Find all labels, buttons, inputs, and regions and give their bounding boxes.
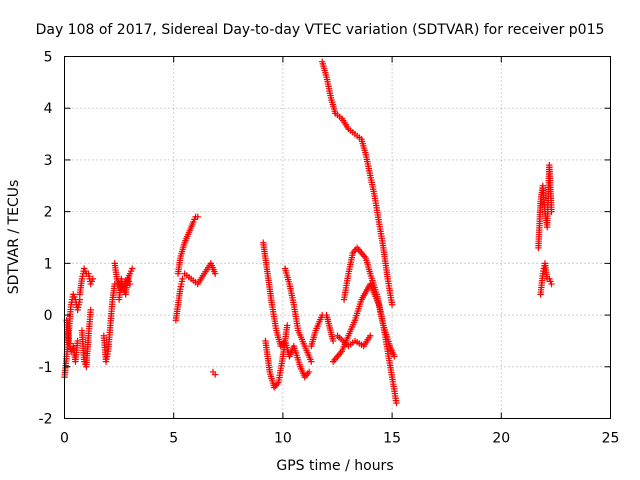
series-d2 — [172, 275, 186, 324]
series-e2 — [262, 322, 291, 391]
data-point — [111, 280, 118, 288]
series-g1 — [340, 244, 398, 360]
data-point — [308, 358, 315, 365]
x-tick-label: 25 — [602, 431, 620, 447]
data-point — [211, 371, 219, 378]
series-i2 — [537, 260, 555, 298]
series-d1 — [174, 213, 201, 277]
data-point — [329, 337, 337, 345]
data-point — [126, 280, 134, 288]
series-h1 — [319, 58, 396, 308]
data-point — [129, 265, 136, 272]
series-c3 — [115, 275, 134, 303]
x-tick-label: 5 — [169, 431, 178, 447]
x-axis-label: GPS time / hours — [276, 458, 393, 474]
data-point — [87, 306, 94, 314]
y-tick-label: 1 — [44, 256, 53, 272]
data-point — [74, 337, 81, 345]
y-tick-label: -2 — [39, 412, 53, 428]
data-point — [179, 275, 186, 283]
y-axis-label: SDTVAR / TECUs — [6, 180, 22, 295]
x-tick-label: 20 — [492, 431, 510, 447]
series-e3 — [281, 265, 315, 365]
x-tick-label: 15 — [383, 431, 401, 447]
series-d3 — [181, 260, 219, 288]
y-tick-label: 3 — [44, 153, 53, 169]
series-a2 — [63, 317, 81, 365]
series-f3 — [334, 332, 374, 350]
data-point — [393, 399, 400, 407]
y-tick-label: 5 — [44, 50, 53, 66]
data-point — [211, 270, 219, 277]
series-b2 — [78, 306, 94, 370]
y-tick-label: 0 — [44, 308, 53, 324]
data-point — [194, 213, 201, 221]
x-axis-ticks: 0 5 10 15 20 25 — [60, 56, 620, 447]
x-tick-label: 0 — [60, 431, 69, 447]
y-axis-ticks: -2 -1 0 1 2 3 4 5 — [39, 50, 611, 428]
data-point — [548, 280, 555, 288]
y-tick-label: -1 — [39, 360, 53, 376]
y-tick-label: 2 — [44, 205, 53, 221]
data-point — [391, 353, 398, 360]
series-f1 — [308, 311, 337, 350]
series-d4 — [209, 368, 219, 378]
data-point — [388, 301, 396, 308]
plot-frame — [64, 56, 611, 419]
data-point — [305, 368, 313, 376]
data-point — [548, 208, 555, 215]
series-i1 — [535, 161, 555, 252]
data-points — [61, 58, 555, 407]
y-tick-label: 4 — [44, 101, 53, 117]
data-point — [367, 332, 374, 339]
data-point — [284, 322, 291, 329]
chart-title: Day 108 of 2017, Sidereal Day-to-day VTE… — [36, 22, 605, 38]
x-tick-label: 10 — [274, 431, 292, 447]
series-b1 — [76, 265, 97, 298]
series-c1 — [100, 280, 118, 365]
grid-lines — [64, 56, 611, 419]
data-point — [89, 275, 97, 283]
